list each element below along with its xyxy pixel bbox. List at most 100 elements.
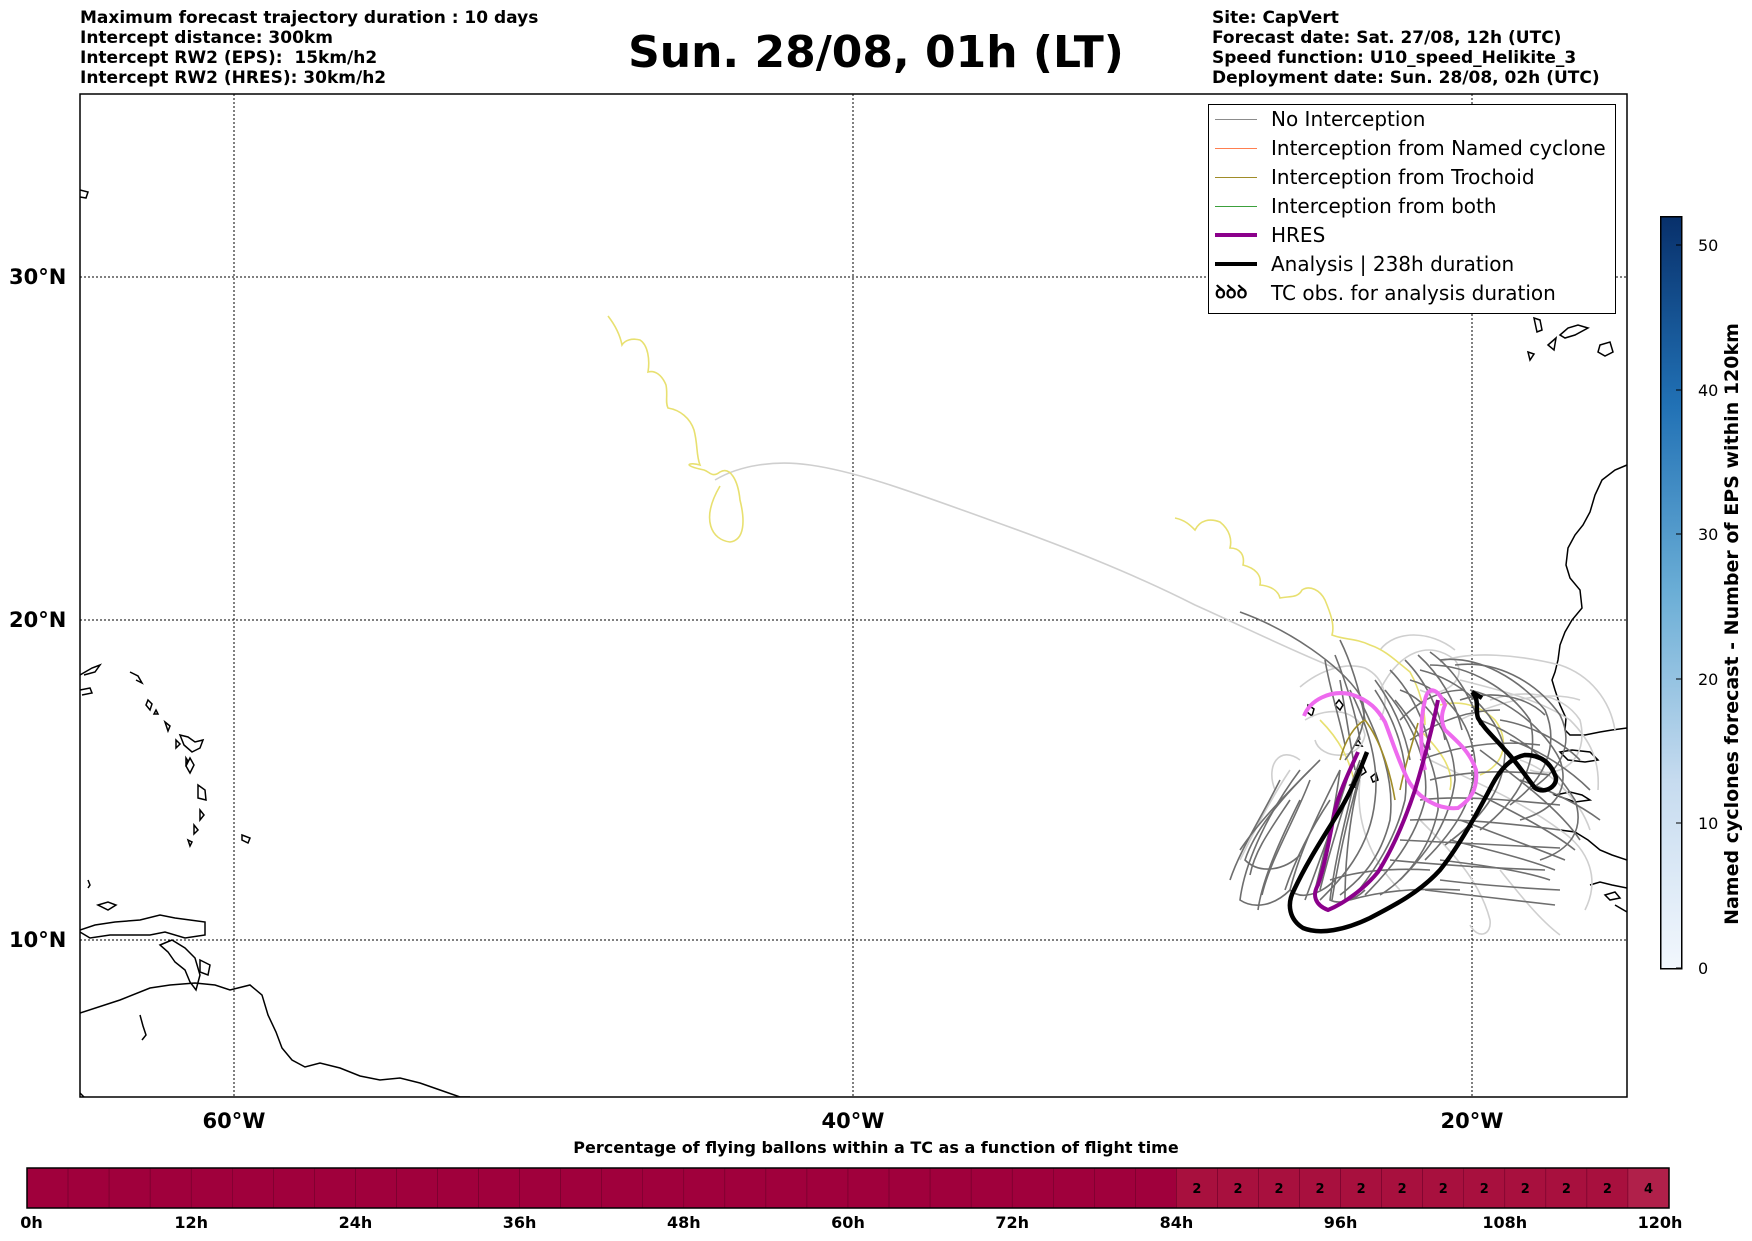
timebar-cell-value: 2	[1480, 1182, 1489, 1197]
page-title: Sun. 28/08, 01h (LT)	[628, 27, 1124, 78]
header-left-info: Maximum forecast trajectory duration : 1…	[80, 8, 538, 88]
colorbar-label: Named cyclones forecast - Number of EPS …	[1721, 323, 1743, 925]
lon-label-20w: 20°W	[1440, 1109, 1504, 1133]
timebar-cell-value: 2	[1521, 1182, 1530, 1197]
legend-item-tc-obs: ꝺꝺꝺ TC obs. for analysis duration	[1209, 279, 1615, 308]
coral-line-icon	[1215, 148, 1257, 149]
timebar-cell	[314, 1167, 356, 1209]
timebar-cell	[888, 1167, 931, 1209]
legend-item-no-interception: No Interception	[1209, 105, 1615, 134]
legend-label: TC obs. for analysis duration	[1271, 281, 1556, 305]
legend-label: Interception from Trochoid	[1271, 165, 1535, 189]
timebar-cell	[190, 1167, 233, 1209]
timebar-cell	[1299, 1167, 1341, 1209]
colorbar-tick-30: 30	[1698, 525, 1719, 544]
speed-function-text: Speed function: U10_speed_Helikite_3	[1212, 48, 1577, 68]
timebar-label: 120h	[1637, 1213, 1683, 1232]
colorbar-tick-0: 0	[1698, 959, 1709, 978]
timebar-label: 36h	[502, 1213, 537, 1232]
intercept-hres-text: Intercept RW2 (HRES): 30km/h2	[80, 68, 387, 88]
max-duration-text: Maximum forecast trajectory duration : 1…	[80, 8, 539, 28]
timebar-cell	[1381, 1167, 1423, 1209]
olive-line-icon	[1215, 177, 1257, 178]
timebar-label: 12h	[174, 1213, 209, 1232]
site-text: Site: CapVert	[1212, 8, 1339, 28]
lat-label-30n: 30°N	[9, 265, 67, 289]
timebar-label: 108h	[1482, 1213, 1528, 1232]
timebar-label: 96h	[1323, 1213, 1358, 1232]
timebar-cell	[806, 1167, 849, 1209]
legend-item-hres: HRES	[1209, 221, 1615, 250]
timebar-cell	[1094, 1167, 1136, 1209]
timebar-cell	[1545, 1167, 1588, 1209]
purple-thick-line-icon	[1215, 233, 1257, 237]
timebar-cell	[765, 1167, 808, 1209]
colorbar-tick-10: 10	[1698, 814, 1719, 833]
timebar-label: 84h	[1159, 1213, 1194, 1232]
lat-label-20n: 20°N	[9, 608, 67, 632]
cyclone-colorbar	[1660, 216, 1683, 970]
intercept-eps-text: Intercept RW2 (EPS): 15km/h2	[80, 48, 378, 68]
colorbar-tick-20: 20	[1698, 670, 1719, 689]
timebar-cell-value: 2	[1398, 1182, 1407, 1197]
deployment-date-text: Deployment date: Sun. 28/08, 02h (UTC)	[1212, 68, 1600, 88]
lat-label-10n: 10°N	[9, 928, 67, 952]
timebar-cell	[396, 1167, 438, 1209]
timebar-cell	[683, 1167, 726, 1209]
timebar-label: 48h	[666, 1213, 701, 1232]
intercept-distance-text: Intercept distance: 300km	[80, 28, 333, 48]
header-right-info: Site: CapVert Forecast date: Sat. 27/08,…	[1212, 8, 1600, 88]
timebar-cell	[642, 1167, 685, 1209]
timebar-cell	[149, 1167, 192, 1209]
timebar-cell	[478, 1167, 520, 1209]
legend-item-both: Interception from both	[1209, 192, 1615, 221]
timebar-cell	[519, 1167, 561, 1209]
timebar-cell	[273, 1167, 315, 1209]
timebar-cell-value: 2	[1439, 1182, 1448, 1197]
timebar-cell	[108, 1167, 151, 1209]
timebar-title: Percentage of flying ballons within a TC…	[573, 1138, 1179, 1157]
timebar-cell	[847, 1167, 890, 1209]
timebar-label: 72h	[995, 1213, 1030, 1232]
timebar-cell-value: 2	[1192, 1182, 1201, 1197]
timebar-cell	[929, 1167, 972, 1209]
legend-item-analysis: Analysis | 238h duration	[1209, 250, 1615, 279]
timebar-cell	[1504, 1167, 1547, 1209]
legend-label: Interception from both	[1271, 194, 1497, 218]
timebar-label: 0h	[20, 1213, 43, 1232]
timebar-cell	[1176, 1167, 1218, 1209]
gray-line-icon	[1215, 119, 1257, 120]
black-thick-line-icon	[1215, 262, 1257, 266]
timebar-cell	[26, 1167, 69, 1209]
lon-label-60w: 60°W	[202, 1109, 266, 1133]
timebar-cell-value: 2	[1233, 1182, 1242, 1197]
timebar-cell	[1627, 1167, 1670, 1209]
hres-light-trajectory	[1302, 688, 1479, 811]
legend-label: Interception from Named cyclone	[1271, 136, 1606, 160]
green-line-icon	[1215, 206, 1257, 207]
timebar-cell-value: 4	[1644, 1182, 1653, 1197]
timebar-cell	[1053, 1167, 1095, 1209]
flight-time-bar: 2 2 2 2 2 2 2 2 2 2 2 4	[26, 1167, 1670, 1209]
cyclone-symbols-icon: ꝺꝺꝺ	[1215, 282, 1248, 303]
timebar-cell	[601, 1167, 644, 1209]
map-legend: No Interception Interception from Named …	[1208, 104, 1616, 314]
timebar-label: 60h	[831, 1213, 865, 1232]
timebar-frame	[26, 1167, 1670, 1209]
coastlines	[80, 189, 1627, 1097]
timebar-cell	[1011, 1167, 1054, 1209]
legend-label: Analysis | 238h duration	[1271, 252, 1515, 276]
timebar-cell-value: 2	[1316, 1182, 1325, 1197]
legend-item-named-cyclone: Interception from Named cyclone	[1209, 134, 1615, 163]
no-interception-trajectories	[1229, 611, 1601, 911]
colorbar-tick-50: 50	[1698, 236, 1719, 255]
analysis-trajectory	[1287, 690, 1559, 934]
timebar-cell-value: 2	[1562, 1182, 1571, 1197]
timebar-cell-value: 2	[1357, 1182, 1366, 1197]
legend-item-trochoid: Interception from Trochoid	[1209, 163, 1615, 192]
map-frame	[79, 93, 1628, 1098]
lon-label-40w: 40°W	[821, 1109, 885, 1133]
colorbar-tick-40: 40	[1698, 381, 1719, 400]
timebar-cell	[67, 1167, 110, 1209]
timebar-cell	[970, 1167, 1013, 1209]
